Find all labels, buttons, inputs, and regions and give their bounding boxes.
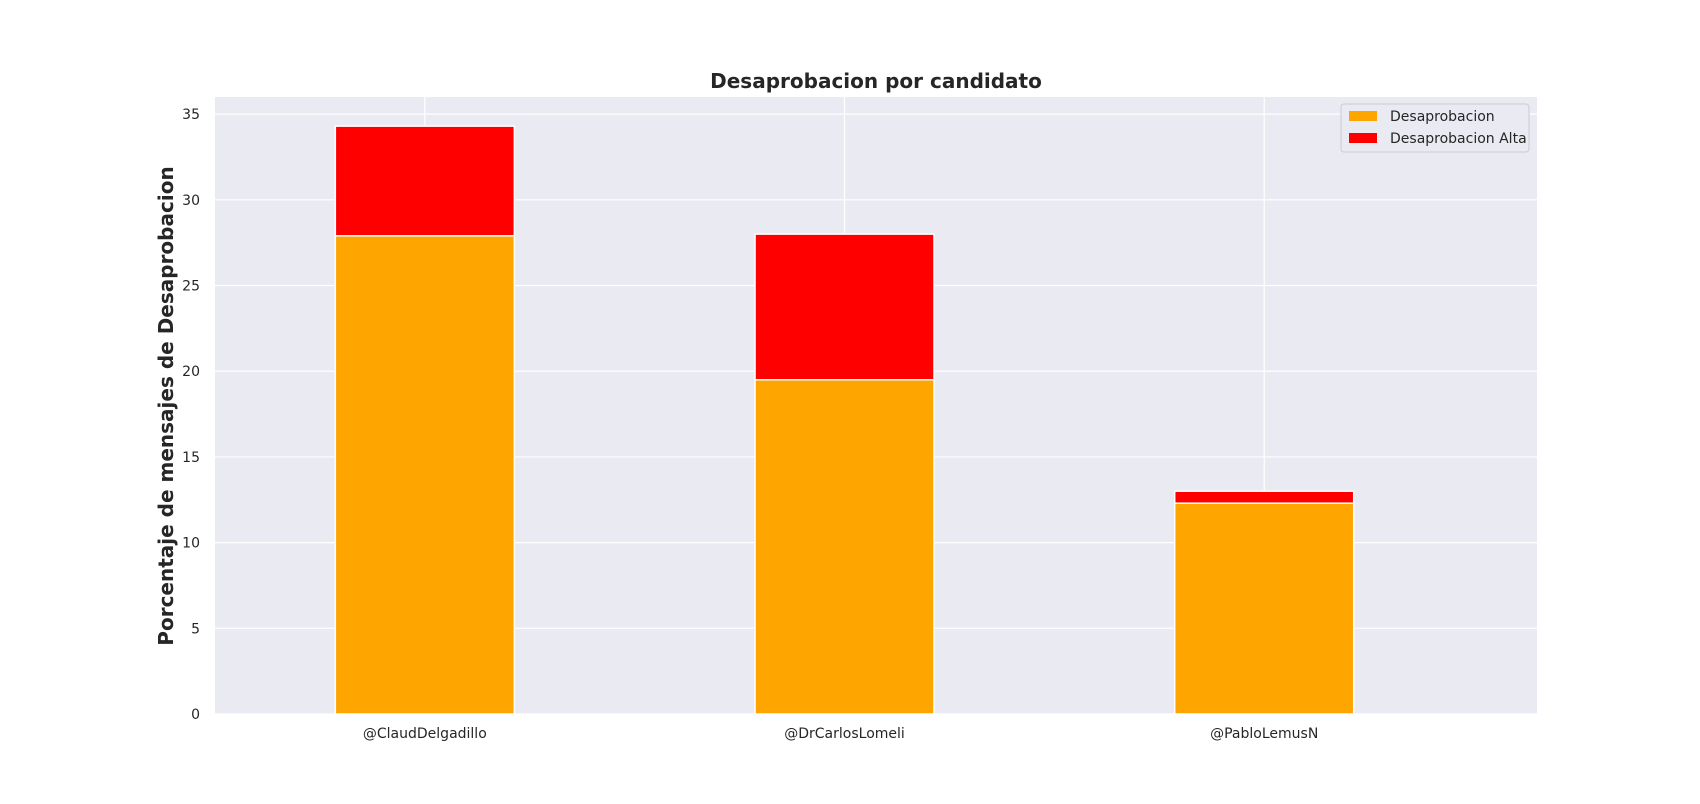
bar-desaprobacion-alta [754,233,935,381]
y-tick-label: 25 [182,279,200,295]
bar-desaprobacion [334,235,516,715]
legend-swatch-desaprobacion-alta [1349,133,1377,143]
y-tick-label: 10 [182,536,200,552]
bar-desaprobacion [754,379,935,715]
y-axis-label: Porcentaje de mensajes de Desaprobacion [154,166,178,645]
y-tick-label: 0 [191,707,200,723]
y-tick-label: 15 [182,450,200,466]
bar-desaprobacion [1173,502,1355,715]
y-tick-label: 35 [182,107,200,123]
y-tick-label: 20 [182,364,200,380]
legend-label-desaprobacion: Desaprobacion [1390,109,1495,125]
x-tick-label: @DrCarlosLomeli [784,726,905,742]
legend-swatch-desaprobacion [1349,111,1377,121]
y-tick-label: 30 [182,193,200,209]
chart-title: Desaprobacion por candidato [710,69,1042,93]
legend-box [1340,103,1530,153]
y-tick-label: 5 [191,621,200,637]
bar-desaprobacion-alta [1173,490,1355,504]
bar-desaprobacion-alta [334,125,516,237]
x-axis-ticks: @ClaudDelgadillo @DrCarlosLomeli @PabloLem… [363,726,1318,742]
x-tick-label: @ClaudDelgadillo [363,726,487,742]
legend-label-desaprobacion-alta: Desaprobacion Alta [1390,131,1527,147]
y-axis-ticks: 0 5 10 15 20 25 30 35 [182,107,200,723]
legend: Desaprobacion Desaprobacion Alta [1340,103,1530,153]
x-tick-label: @PabloLemusN [1210,726,1318,742]
bars [334,125,1355,715]
